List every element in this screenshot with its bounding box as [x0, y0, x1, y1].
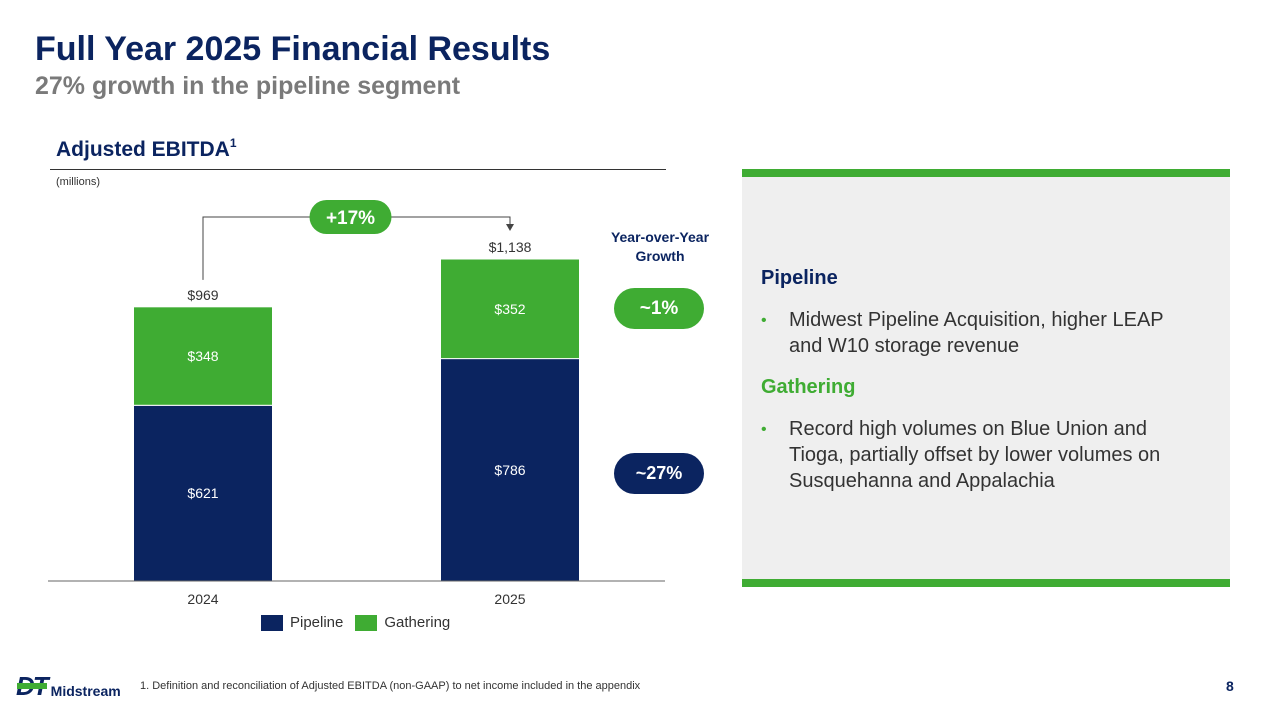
data-label-pipeline-2024: $621 [187, 485, 218, 501]
yoy-title-line1: Year-over-Year [610, 229, 710, 245]
legend-item-gathering: Gathering [355, 614, 450, 631]
footnote: 1. Definition and reconciliation of Adju… [140, 680, 641, 692]
panel-gathering-title: Gathering [761, 376, 856, 398]
logo-accent-bar [16, 683, 47, 689]
panel-gathering-bullet: • Record high volumes on Blue Union and … [761, 416, 1201, 494]
bar-gathering-2025 [440, 258, 580, 360]
total-label-2025: $1,138 [489, 239, 532, 255]
yoy-growth-title: Year-over-Year Growth [598, 228, 722, 266]
bullet-icon: • [761, 312, 767, 329]
chart-legend: Pipeline Gathering [261, 614, 462, 631]
legend-swatch-pipeline [261, 614, 283, 631]
panel-pipeline-bullet: • Midwest Pipeline Acquisition, higher L… [761, 307, 1201, 359]
chart-units: (millions) [56, 176, 100, 188]
pipeline-growth-badge: ~27% [614, 453, 704, 494]
growth-badge-pill [309, 200, 392, 234]
page-subtitle: 27% growth in the pipeline segment [35, 72, 461, 100]
legend-label-pipeline: Pipeline [290, 614, 344, 631]
yoy-title-line2: Growth [635, 248, 685, 264]
growth-arrowhead-icon [506, 224, 514, 231]
bullet-icon: • [761, 421, 767, 438]
legend-item-pipeline: Pipeline [261, 614, 343, 631]
growth-badge-label: +17% [326, 208, 375, 229]
page-number: 8 [1226, 678, 1234, 694]
panel-pipeline-bullet-text: Midwest Pipeline Acquisition, higher LEA… [789, 309, 1164, 357]
chart-heading-footnote-mark: 1 [229, 136, 237, 150]
data-label-gathering-2024: $348 [187, 348, 218, 364]
x-tick-label-2024: 2024 [187, 591, 218, 607]
x-tick-label-2025: 2025 [494, 591, 525, 607]
dt-midstream-logo: DT Midstream [16, 673, 121, 699]
chart-heading: Adjusted EBITDA1 [56, 136, 237, 162]
total-label-2024: $969 [187, 287, 218, 303]
logo-text: Midstream [50, 683, 121, 699]
chart-heading-rule [50, 169, 666, 170]
commentary-panel: Pipeline • Midwest Pipeline Acquisition,… [742, 169, 1230, 587]
ebitda-bar-chart: $621 $348 $969 2024 $786 $352 $1,138 2025 +17% [48, 200, 665, 607]
bar-gathering-2024 [133, 306, 273, 406]
gathering-growth-badge: ~1% [614, 288, 704, 329]
page-title: Full Year 2025 Financial Results [35, 30, 551, 68]
panel-pipeline-title: Pipeline [761, 267, 838, 289]
chart-heading-label: Adjusted EBITDA [56, 138, 230, 161]
legend-label-gathering: Gathering [384, 614, 451, 631]
data-label-pipeline-2025: $786 [494, 462, 525, 478]
panel-gathering-bullet-text: Record high volumes on Blue Union and Ti… [789, 418, 1161, 492]
legend-swatch-gathering [355, 614, 378, 631]
data-label-gathering-2025: $352 [494, 301, 525, 317]
